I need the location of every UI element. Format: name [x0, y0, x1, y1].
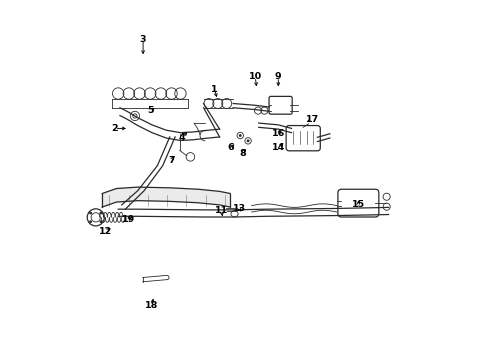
- Circle shape: [100, 220, 102, 223]
- Text: 5: 5: [147, 106, 153, 115]
- Text: 16: 16: [271, 129, 285, 138]
- Circle shape: [238, 134, 241, 137]
- Text: 12: 12: [99, 227, 112, 236]
- Circle shape: [100, 212, 102, 215]
- Text: 8: 8: [239, 149, 245, 158]
- Polygon shape: [102, 187, 230, 207]
- Text: 6: 6: [226, 144, 233, 153]
- Text: 19: 19: [122, 215, 135, 224]
- Circle shape: [89, 220, 92, 223]
- Text: 13: 13: [232, 204, 245, 213]
- Text: 14: 14: [271, 144, 285, 153]
- Circle shape: [89, 212, 92, 215]
- Text: 7: 7: [168, 156, 175, 165]
- Text: 10: 10: [248, 72, 261, 81]
- Text: 3: 3: [140, 35, 146, 44]
- Text: 11: 11: [214, 206, 227, 215]
- Text: 4: 4: [179, 133, 185, 142]
- Text: 2: 2: [111, 124, 118, 133]
- Text: 1: 1: [210, 85, 217, 94]
- Text: 9: 9: [274, 72, 281, 81]
- Text: 17: 17: [305, 115, 318, 124]
- Circle shape: [246, 139, 249, 142]
- Text: 18: 18: [145, 301, 158, 310]
- Text: 15: 15: [351, 201, 364, 210]
